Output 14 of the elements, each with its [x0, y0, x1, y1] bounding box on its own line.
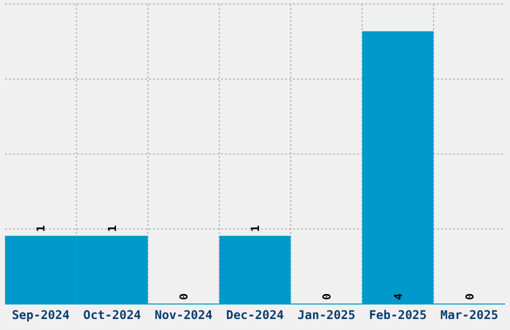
- data-label: 4: [392, 293, 405, 300]
- data-label: 1: [34, 224, 48, 232]
- data-label: 0: [463, 293, 476, 300]
- x-tick-label: Sep-2024: [12, 308, 70, 322]
- data-label: 0: [320, 293, 334, 300]
- data-label: 1: [249, 224, 262, 232]
- x-tick-label: Feb-2025: [368, 308, 427, 322]
- data-label: 0: [178, 293, 191, 300]
- x-tick-label: Nov-2024: [154, 308, 212, 322]
- x-tick-label: Dec-2024: [226, 308, 284, 322]
- x-tick-label: Oct-2024: [83, 308, 142, 322]
- x-tick-label: Mar-2025: [440, 308, 498, 322]
- x-tick-label: Jan-2025: [298, 308, 356, 322]
- data-label: 1: [106, 224, 120, 232]
